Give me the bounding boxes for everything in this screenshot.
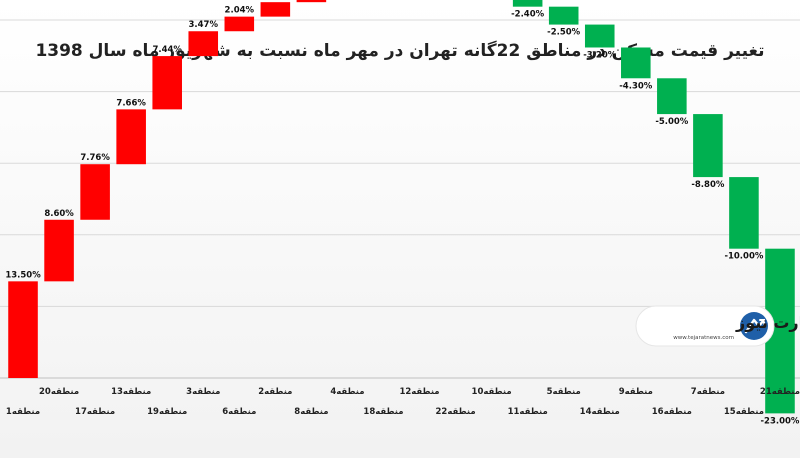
x-tick-label: منطقه13 [111,387,151,397]
x-tick-label: منطقه11 [508,407,548,417]
data-label: -2.50% [547,28,580,38]
logo-url: www.tejaratnews.com [673,335,734,341]
x-tick-label: منطقه3 [186,387,220,397]
bars [8,0,795,414]
x-tick-label: منطقه12 [399,387,439,397]
data-label: -2.40% [511,10,544,20]
data-label: -2.00% [475,0,508,3]
data-label: 7.66% [116,98,146,108]
data-label: 7.76% [80,153,110,163]
tick-labels: منطقه1 منطقه20 منطقه17 منطقه13 منطقه19 منطقه3… [6,387,800,417]
data-label: -5.00% [655,117,688,127]
data-label: -23.00% [761,416,800,426]
data-label: -3.20% [583,50,616,60]
logo: تجارت نیوز www.tejaratnews.com [635,305,800,347]
bar [621,47,651,79]
x-tick-label: منطقه15 [724,407,764,417]
logo-name: تجارت نیوز [735,313,800,332]
data-label: -10.00% [724,252,763,262]
data-label: 2.02% [261,0,291,1]
bar [729,177,759,249]
x-tick-label: منطقه1 [6,407,40,417]
x-tick-label: منطقه18 [363,407,403,417]
x-tick-label: منطقه19 [147,407,187,417]
x-tick-label: منطقه20 [39,387,79,397]
data-label: 3.47% [189,20,219,30]
x-tick-label: منطقه14 [580,407,620,417]
x-tick-label: منطقه9 [619,387,653,397]
bar [8,281,38,378]
x-tick-label: منطقه22 [435,407,475,417]
tejaratnews-logo-icon [740,312,768,340]
x-tick-label: منطقه4 [330,387,364,397]
x-tick-label: منطقه7 [691,387,725,397]
bar [80,164,110,220]
x-tick-label: منطقه17 [75,407,115,417]
bar [512,0,543,7]
x-tick-label: منطقه16 [652,407,692,417]
chart-title: تغییر قیمت مسکن در مناطق 22گانه تهران در… [35,40,764,61]
bar [188,31,219,57]
logo-background [635,305,775,347]
x-tick-label: منطقه10 [472,387,512,397]
data-labels: 13.50% 8.60% 7.76% 7.66% 7.44% 3.47% 2.04% 2.02… [5,0,800,426]
bar [548,6,579,25]
data-label: -4.30% [619,81,652,91]
bar [584,24,615,48]
bar [116,109,146,165]
data-label: 2.04% [225,6,255,16]
x-tick-label: منطقه5 [547,387,581,397]
bar [657,78,687,115]
x-tick-label: منطقه21 [760,387,800,397]
bar [296,0,327,3]
x-tick-label: منطقه8 [294,407,328,417]
bar [693,114,723,178]
data-label: -8.80% [691,180,724,190]
data-label: 8.60% [44,209,74,219]
bar [224,16,255,32]
data-label: 7.44% [152,45,182,55]
bar [152,56,182,110]
bar [44,219,74,282]
x-tick-label: منطقه6 [222,407,256,417]
data-label: 13.50% [5,270,41,280]
x-tick-label: منطقه2 [258,387,292,397]
bar [260,2,291,17]
